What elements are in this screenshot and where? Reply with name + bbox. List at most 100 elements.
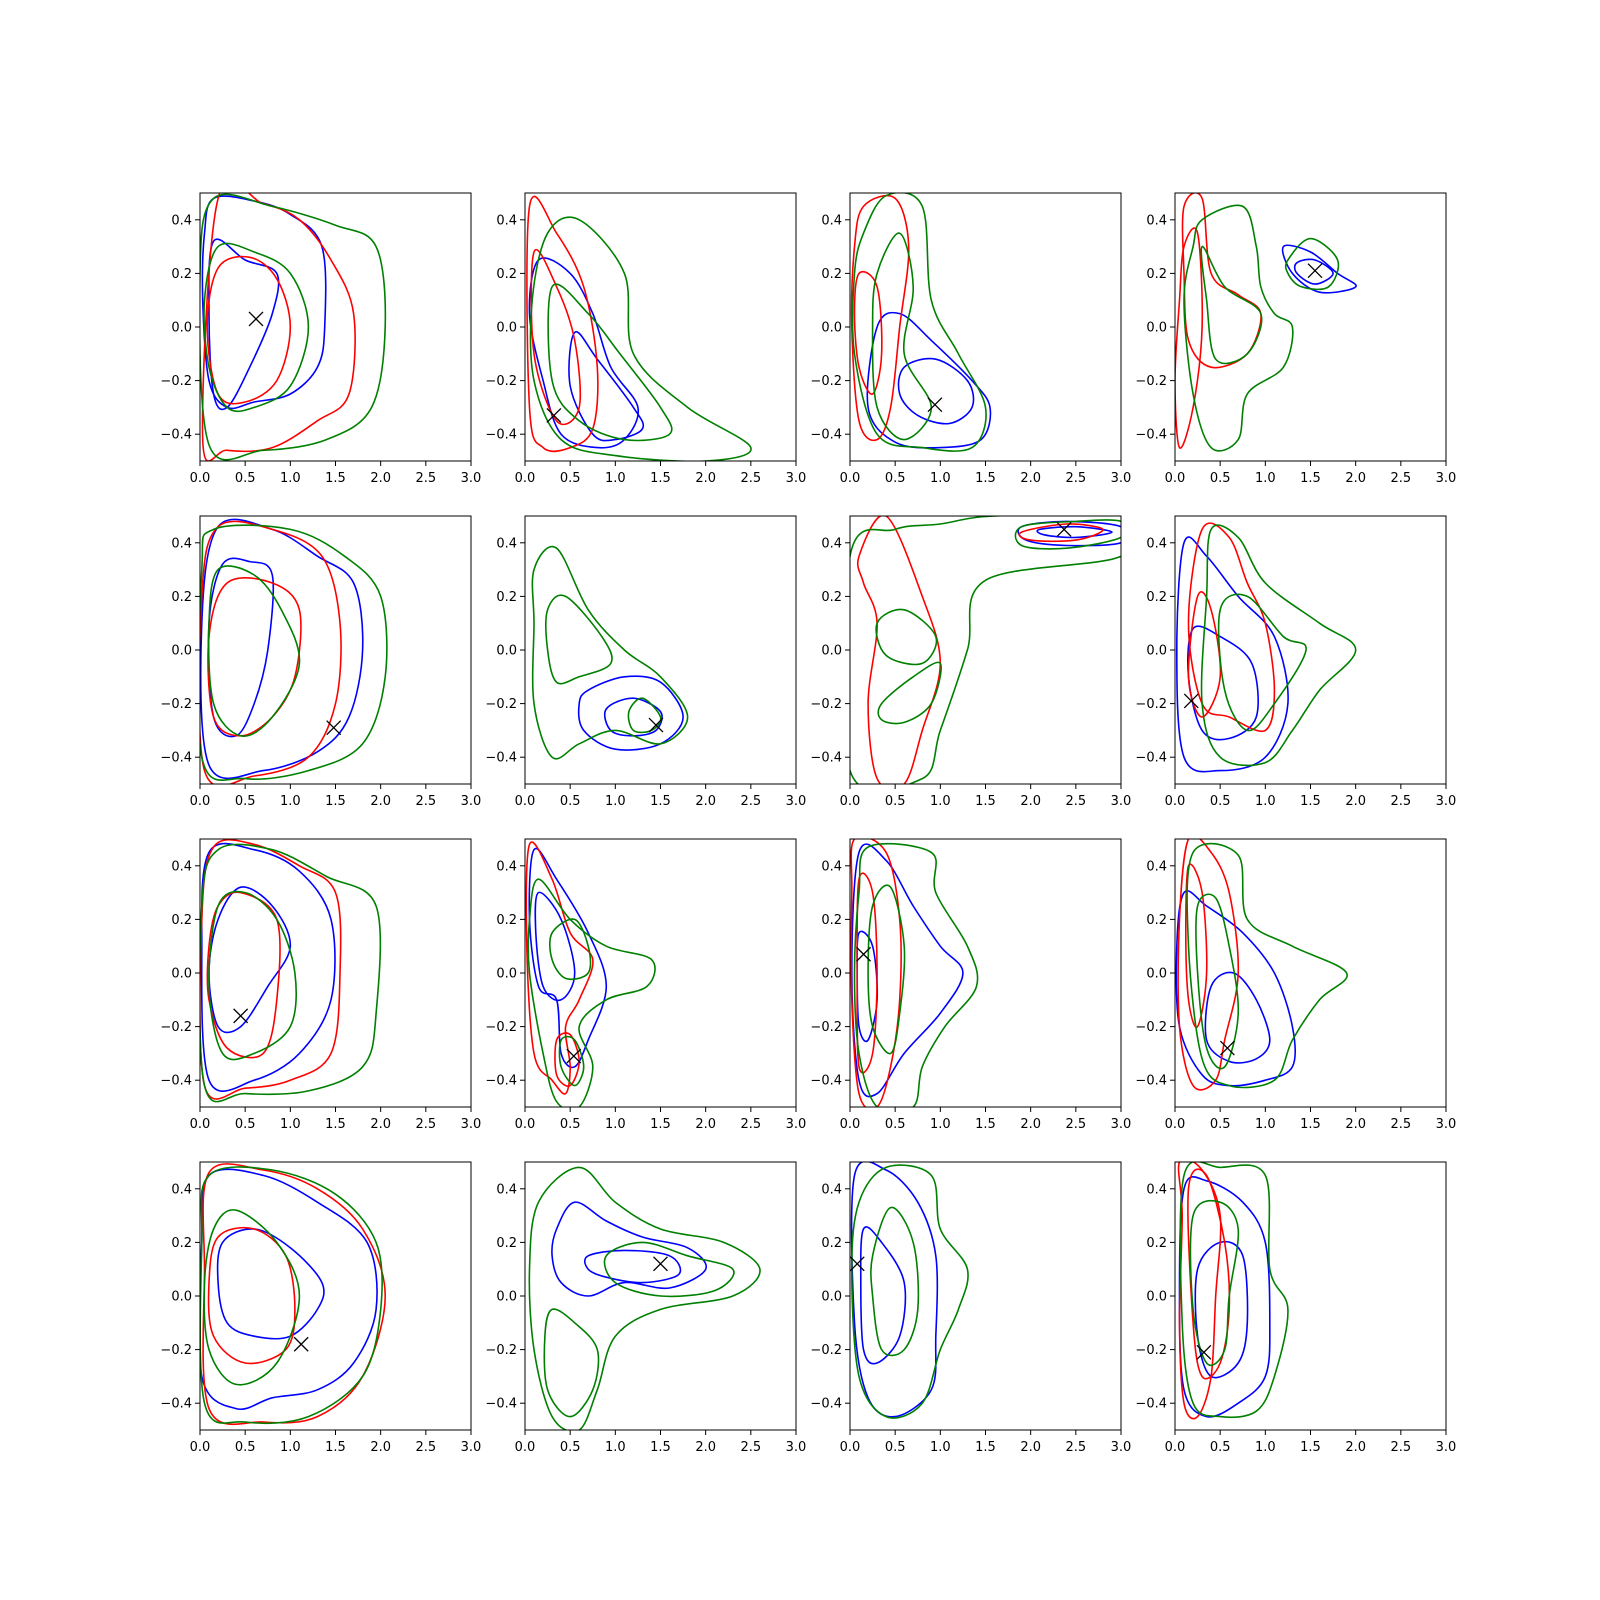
x-tick-label: 0.5: [1210, 471, 1231, 486]
panel-10: 0.0 0.5 1.0 1.5 2.0 2.5 3.0 0.4 0.2 0.0 −0.2 −0.4: [485, 838, 807, 1132]
y-tick-label: −0.2: [485, 374, 517, 389]
green-contour: [603, 1241, 735, 1298]
panel-13: 0.0 0.5 1.0 1.5 2.0 2.5 3.0 0.4 0.2 0.0 −0.2 −0.4: [160, 1161, 481, 1455]
red-contour: [530, 248, 582, 426]
x-tick-label: 2.0: [1020, 794, 1041, 809]
x-tick-label: 2.5: [740, 471, 761, 486]
axes-frame: [199, 515, 472, 785]
x-tick-label: 2.5: [1065, 1117, 1086, 1132]
x-tick-label: 3.0: [786, 1117, 807, 1132]
y-tick-label: 0.2: [171, 590, 192, 605]
x-tick-label: 3.0: [1436, 1117, 1457, 1132]
y-tick-label: 0.0: [171, 1290, 192, 1305]
blue-contour: [1178, 1175, 1271, 1418]
x-tick-label: 1.0: [280, 471, 301, 486]
y-tick-label: −0.4: [485, 428, 517, 443]
x-tick-label: 3.0: [461, 794, 482, 809]
green-contour: [200, 843, 382, 1103]
y-tick-label: 0.2: [496, 1236, 517, 1251]
x-tick-label: 0.5: [560, 1440, 581, 1455]
x-marker-stroke: [1196, 1344, 1212, 1360]
x-tick-label: 1.5: [975, 1117, 996, 1132]
x-tick-label: 1.5: [1300, 1440, 1321, 1455]
contour-group: [200, 839, 382, 1103]
panel-6: 0.0 0.5 1.0 1.5 2.0 2.5 3.0 0.4 0.2 0.0 −0.2 −0.4: [485, 515, 806, 809]
x-tick-label: 1.0: [605, 1117, 626, 1132]
panel-11: 0.0 0.5 1.0 1.5 2.0 2.5 3.0 0.4 0.2 0.0 −0.2 −0.4: [810, 838, 1131, 1132]
y-tick-label: 0.0: [821, 1290, 842, 1305]
x-tick-label: 2.5: [1065, 1440, 1086, 1455]
x-tick-label: 0.0: [515, 471, 536, 486]
blue-contour: [528, 847, 608, 1069]
y-tick-label: 0.4: [821, 213, 842, 228]
contour-group: [1176, 522, 1357, 773]
y-tick-label: −0.2: [485, 1343, 517, 1358]
green-contour: [203, 242, 310, 413]
x-tick-label: 1.0: [605, 471, 626, 486]
green-contour: [528, 1166, 761, 1430]
x-tick-label: 0.5: [1210, 1117, 1231, 1132]
x-marker-stroke: [849, 1256, 865, 1272]
x-tick-label: 1.5: [650, 471, 671, 486]
x-tick-label: 0.5: [885, 1117, 906, 1132]
x-tick-label: 2.5: [740, 794, 761, 809]
red-contour: [525, 841, 594, 1095]
blue-contour: [1281, 244, 1357, 294]
y-tick-label: 0.0: [821, 967, 842, 982]
y-tick-label: 0.4: [1146, 859, 1167, 874]
blue-contour: [1036, 525, 1113, 539]
blue-contour: [856, 930, 879, 1043]
contour-group: [200, 1163, 386, 1425]
blue-contour: [1017, 520, 1121, 547]
x-tick-label: 3.0: [1111, 1440, 1132, 1455]
panel-1: 0.0 0.5 1.0 1.5 2.0 2.5 3.0 0.4 0.2 0.0 −0.2 −0.4: [160, 192, 481, 486]
x-tick-label: 1.0: [280, 794, 301, 809]
y-tick-label: 0.0: [1146, 1290, 1167, 1305]
x-tick-label: 1.5: [975, 794, 996, 809]
panel-3: 0.0 0.5 1.0 1.5 2.0 2.5 3.0 0.4 0.2 0.0 −0.2 −0.4: [810, 192, 1131, 486]
x-tick-label: 2.5: [1065, 794, 1086, 809]
y-tick-label: −0.4: [485, 1074, 517, 1089]
green-contour: [1200, 245, 1263, 365]
x-tick-label: 0.0: [190, 1440, 211, 1455]
y-tick-label: 0.2: [1146, 1236, 1167, 1251]
green-contour: [853, 842, 979, 1107]
x-tick-label: 0.5: [560, 471, 581, 486]
axes-frame: [849, 1161, 1122, 1431]
x-marker: [566, 1048, 582, 1064]
contour-group: [525, 841, 656, 1107]
x-tick-label: 2.0: [1345, 794, 1366, 809]
y-tick-label: −0.2: [160, 1020, 192, 1035]
x-marker-stroke: [326, 720, 342, 736]
y-tick-label: −0.2: [1135, 1020, 1167, 1035]
x-marker: [653, 1256, 668, 1272]
x-tick-label: 0.5: [1210, 1440, 1231, 1455]
y-tick-label: 0.0: [496, 321, 517, 336]
green-contour: [527, 878, 656, 1107]
x-tick-label: 1.0: [1255, 1117, 1276, 1132]
x-tick-label: 0.0: [840, 1440, 861, 1455]
y-tick-label: 0.0: [821, 644, 842, 659]
green-contour: [851, 1164, 969, 1419]
contour-group: [1177, 1162, 1289, 1420]
blue-contour: [200, 1168, 378, 1411]
green-contour: [867, 884, 906, 1055]
blue-contour: [859, 1226, 907, 1365]
y-tick-label: −0.4: [1135, 1397, 1167, 1412]
contour-group: [850, 1162, 969, 1419]
red-contour: [201, 193, 356, 461]
y-tick-label: −0.4: [810, 1074, 842, 1089]
x-tick-label: 0.0: [840, 471, 861, 486]
x-tick-label: 2.5: [1390, 1117, 1411, 1132]
green-contour: [871, 232, 933, 441]
x-marker-stroke: [653, 1256, 668, 1272]
y-tick-label: −0.2: [1135, 697, 1167, 712]
x-tick-label: 2.5: [415, 471, 436, 486]
x-tick-label: 2.0: [1020, 471, 1041, 486]
x-tick-label: 2.5: [415, 1440, 436, 1455]
x-marker-stroke: [566, 1048, 582, 1064]
y-tick-label: 0.4: [496, 859, 517, 874]
x-tick-label: 2.5: [1390, 1440, 1411, 1455]
x-tick-label: 0.5: [235, 1117, 256, 1132]
